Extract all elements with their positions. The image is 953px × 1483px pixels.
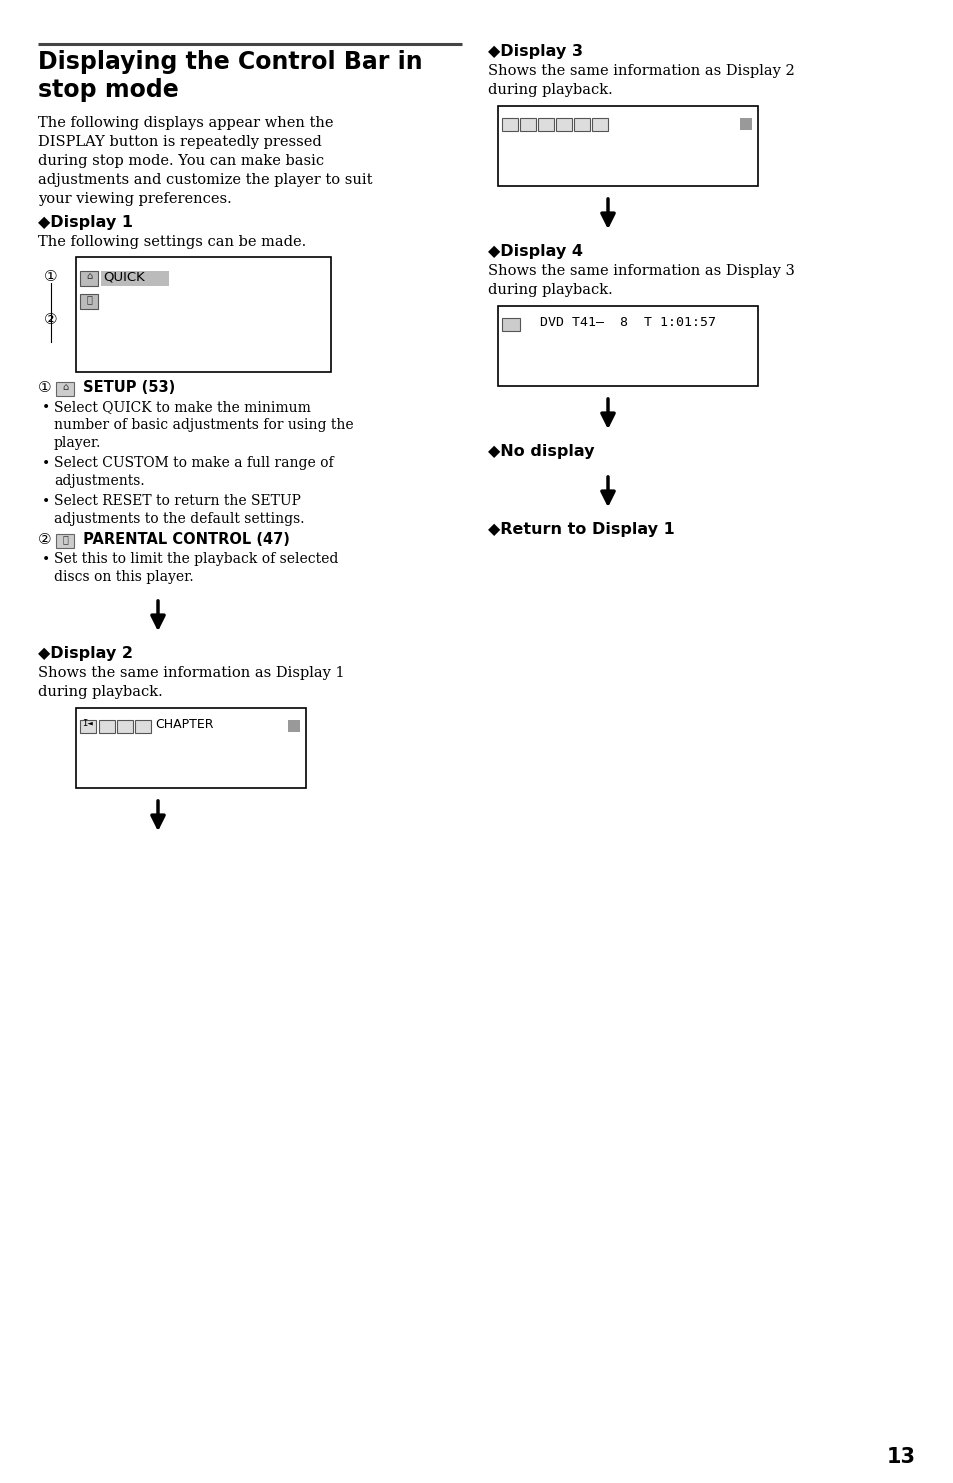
Bar	[537, 119, 554, 131]
Bar	[740, 119, 751, 131]
Text: adjustments to the default settings.: adjustments to the default settings.	[54, 512, 304, 526]
Text: ◆Return to Display 1: ◆Return to Display 1	[488, 522, 674, 537]
Bar	[497, 305, 758, 386]
Bar	[556, 119, 572, 131]
Text: during playback.: during playback.	[38, 685, 163, 698]
Text: •: •	[42, 494, 51, 509]
Text: during stop mode. You can make basic: during stop mode. You can make basic	[38, 154, 324, 168]
Text: ◆Display 2: ◆Display 2	[38, 647, 132, 661]
Text: Shows the same information as Display 3: Shows the same information as Display 3	[488, 264, 794, 277]
Text: player.: player.	[54, 436, 101, 449]
Bar	[497, 105, 758, 185]
Bar	[56, 383, 74, 396]
Bar	[80, 721, 96, 733]
Text: discs on this player.: discs on this player.	[54, 569, 193, 584]
Bar	[501, 119, 517, 131]
Text: ⚿: ⚿	[62, 534, 68, 544]
Text: ⚿: ⚿	[86, 294, 91, 304]
Text: during playback.: during playback.	[488, 283, 612, 297]
Text: ①: ①	[38, 380, 51, 394]
Bar	[501, 317, 519, 331]
Bar	[519, 119, 536, 131]
Text: DVD T41–  8  T 1:01:57: DVD T41– 8 T 1:01:57	[523, 316, 716, 329]
Text: adjustments and customize the player to suit: adjustments and customize the player to …	[38, 174, 372, 187]
Text: ◆Display 1: ◆Display 1	[38, 215, 132, 230]
Text: •: •	[42, 455, 51, 470]
Text: ①: ①	[44, 268, 58, 285]
Text: QUICK: QUICK	[103, 270, 145, 283]
Text: stop mode: stop mode	[38, 79, 178, 102]
Text: •: •	[42, 400, 51, 414]
Text: •: •	[42, 552, 51, 567]
Text: 13: 13	[886, 1447, 915, 1467]
Bar	[80, 294, 98, 308]
Text: CHAPTER: CHAPTER	[154, 718, 213, 731]
Text: your viewing preferences.: your viewing preferences.	[38, 191, 232, 206]
Text: SETUP (53): SETUP (53)	[78, 380, 175, 394]
Bar	[574, 119, 589, 131]
Text: I◄: I◄	[83, 719, 93, 728]
Bar	[99, 721, 115, 733]
Text: The following displays appear when the: The following displays appear when the	[38, 116, 334, 131]
Text: PARENTAL CONTROL (47): PARENTAL CONTROL (47)	[78, 532, 290, 547]
Text: number of basic adjustments for using the: number of basic adjustments for using th…	[54, 418, 354, 432]
Bar	[76, 707, 306, 787]
Text: DISPLAY button is repeatedly pressed: DISPLAY button is repeatedly pressed	[38, 135, 321, 148]
Text: during playback.: during playback.	[488, 83, 612, 96]
Text: Select RESET to return the SETUP: Select RESET to return the SETUP	[54, 494, 300, 509]
Text: ◆Display 3: ◆Display 3	[488, 44, 582, 59]
Text: Set this to limit the playback of selected: Set this to limit the playback of select…	[54, 552, 338, 567]
Text: Select QUICK to make the minimum: Select QUICK to make the minimum	[54, 400, 311, 414]
Bar	[288, 721, 299, 733]
Text: Shows the same information as Display 1: Shows the same information as Display 1	[38, 666, 344, 681]
Text: ②: ②	[38, 532, 51, 547]
Text: ⌂: ⌂	[86, 271, 92, 280]
Bar	[117, 721, 132, 733]
Text: ⌂: ⌂	[62, 383, 68, 392]
Bar	[135, 721, 151, 733]
Bar	[76, 257, 331, 372]
Bar	[592, 119, 607, 131]
Bar	[56, 534, 74, 549]
Text: Select CUSTOM to make a full range of: Select CUSTOM to make a full range of	[54, 455, 334, 470]
Bar	[80, 271, 98, 286]
Text: Shows the same information as Display 2: Shows the same information as Display 2	[488, 64, 794, 79]
Text: ②: ②	[44, 311, 58, 326]
Text: ◆No display: ◆No display	[488, 443, 594, 460]
Text: ◆Display 4: ◆Display 4	[488, 245, 582, 260]
Text: adjustments.: adjustments.	[54, 475, 145, 488]
Text: Displaying the Control Bar in: Displaying the Control Bar in	[38, 50, 422, 74]
Text: The following settings can be made.: The following settings can be made.	[38, 234, 306, 249]
Bar	[101, 271, 169, 286]
